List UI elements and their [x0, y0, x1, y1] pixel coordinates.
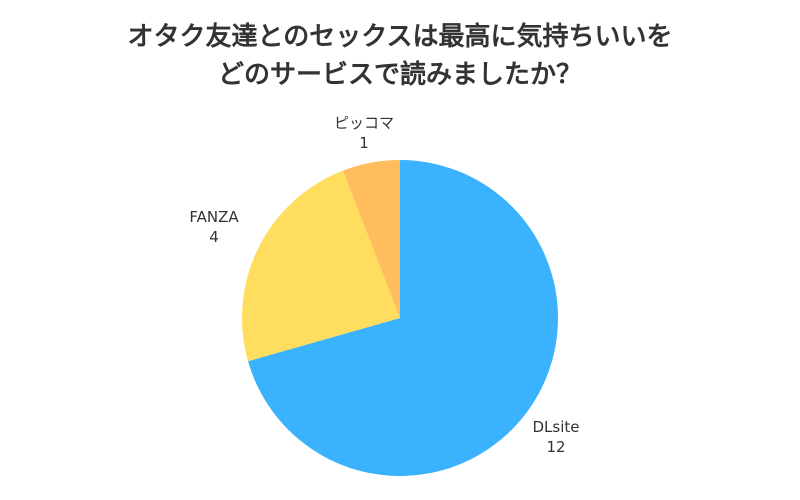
- pie-label-name: ピッコマ: [334, 114, 394, 132]
- pie-slices: [242, 160, 559, 476]
- chart-title: オタク友達とのセックスは最高に気持ちいいを どのサービスで読みましたか？: [0, 18, 800, 94]
- pie-label-ピッコマ: ピッコマ 1: [334, 114, 394, 152]
- pie-label-name: DLsite: [533, 418, 580, 436]
- chart-title-line-1: オタク友達とのセックスは最高に気持ちいいを: [127, 22, 673, 52]
- pie-slice-fanza: [242, 170, 400, 362]
- pie-labels: DLsite 12 FANZA 4 ピッコマ 1: [189, 114, 579, 456]
- pie-slice-dlsite: [248, 160, 559, 476]
- pie-label-fanza: FANZA 4: [189, 208, 239, 246]
- pie-label-value: 4: [209, 228, 219, 246]
- chart-title-line-2: どのサービスで読みましたか？: [217, 60, 582, 90]
- pie-slice-ピッコマ: [342, 160, 400, 318]
- pie-label-dlsite: DLsite 12: [533, 418, 580, 456]
- pie-label-value: 1: [359, 134, 369, 152]
- pie-label-name: FANZA: [189, 208, 239, 226]
- pie-label-value: 12: [546, 438, 565, 456]
